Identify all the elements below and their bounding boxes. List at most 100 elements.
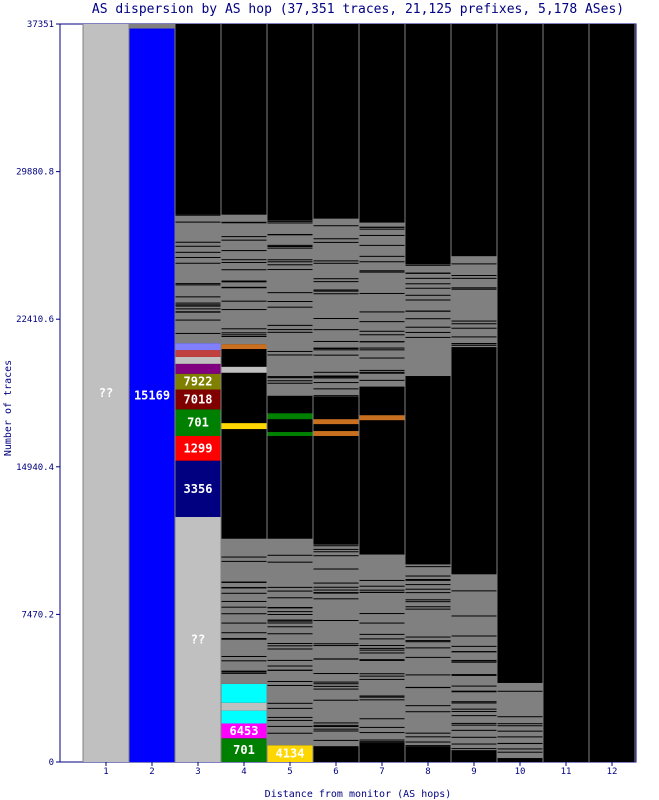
band-divider-hop5 [267,590,313,592]
band-divider-hop4 [221,280,267,282]
band-divider-hop3 [175,319,221,321]
bar-label-hop1-qq: ?? [99,386,113,400]
band-divider-hop3 [175,308,221,310]
band-divider-hop5 [267,659,313,661]
band-divider-hop9 [451,327,497,329]
band-divider-hop4 [221,670,267,672]
band-divider-hop5 [267,331,313,333]
band-divider-hop9 [451,344,497,346]
band-divider-hop3 [175,241,221,243]
band-divider-hop9 [451,659,497,661]
band-divider-hop8 [405,299,451,301]
band-divider-hop9 [451,263,497,265]
x-tick-label: 10 [515,767,526,777]
band-divider-hop6 [313,551,359,553]
band-divider-hop8 [405,264,451,266]
band-divider-hop7 [359,647,405,649]
band-divider-hop4 [221,581,267,583]
band-divider-hop5 [267,354,313,356]
band-divider-hop5 [267,300,313,302]
band-divider-hop5 [267,324,313,326]
band-divider-hop8 [405,711,451,713]
band-divider-hop8 [405,656,451,658]
bar-label-hop3-qq: ?? [191,632,205,646]
band-divider-hop6 [313,685,359,687]
band-divider-hop5 [267,611,313,613]
bar-label-hop5-4134: 4134 [276,747,305,761]
band-divider-hop7 [359,255,405,257]
y-tick-label: 37351 [27,20,54,30]
band-divider-hop7 [359,369,405,371]
band-divider-hop8 [405,636,451,638]
band-divider-hop3 [175,214,221,216]
band-divider-hop4 [221,556,267,558]
band-divider-hop7 [359,234,405,236]
band-divider-hop6 [313,555,359,557]
bar-segment-hop6-3 [313,419,359,425]
band-divider-hop9 [451,645,497,647]
bar-segment-hop3-10 [175,343,221,351]
band-divider-hop9 [451,685,497,687]
band-divider-hop9 [451,674,497,676]
band-divider-hop6 [313,281,359,283]
band-divider-hop4 [221,221,267,223]
band-divider-hop8 [405,277,451,279]
band-divider-hop8 [405,592,451,594]
band-divider-hop7 [359,585,405,587]
band-divider-hop5 [267,597,313,599]
bar-segment-hop4-4 [221,702,267,711]
bar-segment-hop9-2 [451,256,497,348]
band-divider-hop5 [267,380,313,382]
band-divider-hop9 [451,277,497,279]
bar-segment-hop3-5 [175,389,221,410]
band-divider-hop4 [221,671,267,673]
y-tick-label: 7470.2 [21,610,54,620]
bar-label-hop3-3356: 3356 [184,482,213,496]
band-divider-hop8 [405,376,451,378]
band-divider-hop3 [175,284,221,286]
band-divider-hop8 [405,336,451,338]
band-divider-hop10 [497,748,543,750]
band-divider-hop7 [359,228,405,230]
band-divider-hop8 [405,674,451,676]
band-divider-hop7 [359,330,405,332]
band-divider-hop6 [313,349,359,351]
band-divider-hop8 [405,741,451,743]
band-divider-hop4 [221,236,267,238]
band-divider-hop3 [175,304,221,306]
band-divider-hop3 [175,332,221,334]
band-divider-hop4 [221,334,267,336]
band-divider-hop8 [405,606,451,608]
band-divider-hop8 [405,647,451,649]
band-divider-hop6 [313,260,359,262]
band-divider-hop4 [221,328,267,330]
band-divider-hop8 [405,283,451,285]
band-divider-hop5 [267,665,313,667]
band-divider-hop8 [405,745,451,747]
band-divider-hop5 [267,622,313,624]
band-divider-hop7 [359,741,405,743]
band-divider-hop6 [313,726,359,728]
bar-segment-hop5-3 [267,413,313,420]
band-divider-hop5 [267,561,313,563]
band-divider-hop6 [313,589,359,591]
band-divider-hop9 [451,729,497,731]
band-divider-hop6 [313,728,359,730]
band-divider-hop5 [267,642,313,644]
x-tick-label: 9 [471,767,476,777]
band-divider-hop3 [175,256,221,258]
band-divider-hop7 [359,673,405,675]
band-divider-hop6 [313,329,359,331]
band-divider-hop8 [405,287,451,289]
band-divider-hop3 [175,262,221,264]
band-divider-hop5 [267,259,313,261]
band-divider-hop9 [451,691,497,693]
band-divider-hop9 [451,724,497,726]
band-divider-hop7 [359,649,405,651]
bar-segment-hop3-8 [175,356,221,364]
band-divider-hop9 [451,275,497,277]
band-divider-hop5 [267,620,313,622]
band-divider-hop5 [267,247,313,249]
band-divider-hop7 [359,726,405,728]
band-divider-hop4 [221,269,267,271]
